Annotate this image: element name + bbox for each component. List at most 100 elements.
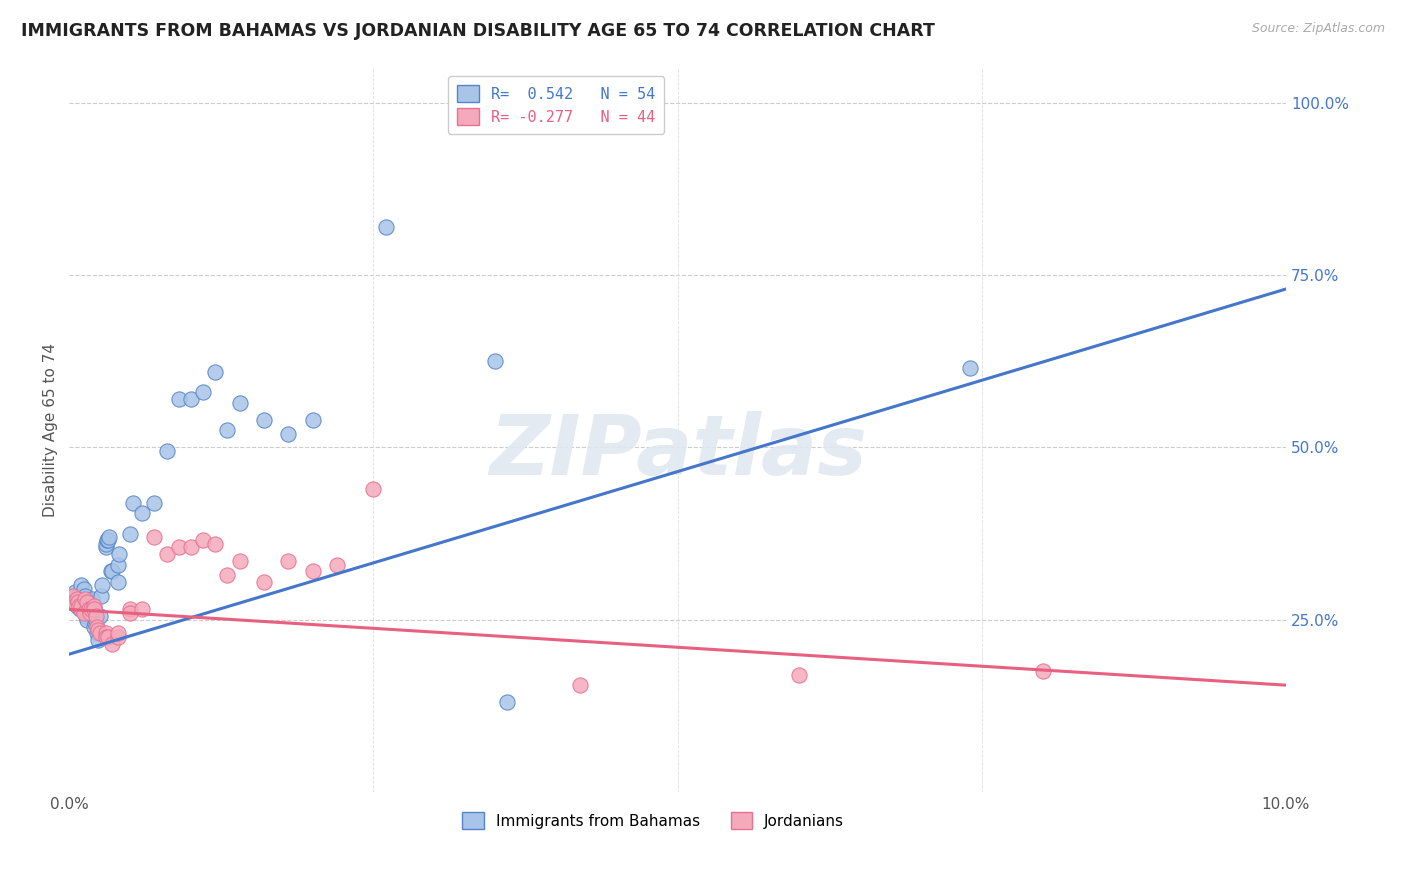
Point bbox=[73, 606, 96, 620]
Point bbox=[167, 392, 190, 407]
Point bbox=[63, 595, 86, 609]
Point bbox=[143, 495, 166, 509]
Point bbox=[787, 668, 810, 682]
Point bbox=[204, 365, 226, 379]
Point bbox=[228, 554, 250, 568]
Point bbox=[65, 585, 87, 599]
Text: ZIPatlas: ZIPatlas bbox=[489, 411, 866, 492]
Point bbox=[569, 678, 592, 692]
Point bbox=[91, 578, 114, 592]
Point bbox=[121, 495, 143, 509]
Point bbox=[120, 526, 142, 541]
Point bbox=[79, 606, 101, 620]
Point bbox=[89, 609, 111, 624]
Point bbox=[120, 602, 142, 616]
Point bbox=[277, 554, 299, 568]
Point bbox=[155, 547, 177, 561]
Point bbox=[107, 558, 129, 572]
Point bbox=[108, 547, 131, 561]
Point bbox=[84, 609, 107, 624]
Point bbox=[83, 616, 105, 631]
Point bbox=[180, 392, 202, 407]
Point bbox=[253, 574, 276, 589]
Point bbox=[66, 595, 89, 609]
Point bbox=[77, 602, 100, 616]
Text: Source: ZipAtlas.com: Source: ZipAtlas.com bbox=[1251, 22, 1385, 36]
Point bbox=[191, 385, 214, 400]
Point bbox=[94, 630, 117, 644]
Point bbox=[82, 592, 104, 607]
Point bbox=[155, 444, 177, 458]
Point bbox=[100, 565, 122, 579]
Point bbox=[484, 354, 506, 368]
Text: IMMIGRANTS FROM BAHAMAS VS JORDANIAN DISABILITY AGE 65 TO 74 CORRELATION CHART: IMMIGRANTS FROM BAHAMAS VS JORDANIAN DIS… bbox=[21, 22, 935, 40]
Point bbox=[70, 578, 93, 592]
Point bbox=[94, 537, 117, 551]
Point bbox=[363, 482, 385, 496]
Point bbox=[180, 541, 202, 555]
Point bbox=[277, 426, 299, 441]
Point bbox=[496, 695, 519, 709]
Point bbox=[83, 602, 105, 616]
Point bbox=[326, 558, 349, 572]
Point bbox=[83, 599, 105, 613]
Point bbox=[97, 533, 120, 548]
Point bbox=[107, 574, 129, 589]
Point bbox=[131, 602, 153, 616]
Point bbox=[96, 533, 118, 548]
Point bbox=[80, 602, 103, 616]
Point bbox=[253, 413, 276, 427]
Point bbox=[77, 595, 100, 609]
Point bbox=[73, 582, 96, 596]
Point bbox=[301, 413, 323, 427]
Point bbox=[1032, 665, 1054, 679]
Point bbox=[86, 626, 108, 640]
Point bbox=[217, 423, 239, 437]
Point bbox=[101, 565, 124, 579]
Point bbox=[143, 530, 166, 544]
Point bbox=[959, 361, 981, 376]
Point bbox=[374, 219, 396, 234]
Point bbox=[73, 592, 96, 607]
Point bbox=[70, 599, 93, 613]
Point bbox=[86, 619, 108, 633]
Legend: Immigrants from Bahamas, Jordanians: Immigrants from Bahamas, Jordanians bbox=[456, 806, 851, 835]
Point bbox=[107, 626, 129, 640]
Point bbox=[63, 595, 86, 609]
Point bbox=[167, 541, 190, 555]
Point bbox=[98, 530, 121, 544]
Point bbox=[97, 630, 120, 644]
Point bbox=[83, 602, 105, 616]
Point bbox=[204, 537, 226, 551]
Point bbox=[301, 565, 323, 579]
Point bbox=[75, 609, 97, 624]
Point bbox=[70, 599, 93, 613]
Point bbox=[94, 626, 117, 640]
Point bbox=[101, 637, 124, 651]
Point bbox=[87, 623, 110, 637]
Point bbox=[79, 599, 101, 613]
Point bbox=[87, 633, 110, 648]
Point bbox=[67, 599, 90, 613]
Point bbox=[65, 599, 87, 613]
Point bbox=[131, 506, 153, 520]
Point bbox=[89, 626, 111, 640]
Point bbox=[107, 630, 129, 644]
Point bbox=[65, 592, 87, 607]
Point bbox=[90, 589, 112, 603]
Point bbox=[228, 395, 250, 409]
Point bbox=[217, 568, 239, 582]
Y-axis label: Disability Age 65 to 74: Disability Age 65 to 74 bbox=[44, 343, 58, 517]
Point bbox=[120, 606, 142, 620]
Point bbox=[191, 533, 214, 548]
Point bbox=[70, 602, 93, 616]
Point bbox=[76, 595, 98, 609]
Point bbox=[94, 541, 117, 555]
Point bbox=[84, 613, 107, 627]
Point bbox=[69, 602, 91, 616]
Point bbox=[67, 592, 90, 607]
Point bbox=[80, 602, 103, 616]
Point bbox=[73, 589, 96, 603]
Point bbox=[66, 589, 89, 603]
Point bbox=[83, 619, 105, 633]
